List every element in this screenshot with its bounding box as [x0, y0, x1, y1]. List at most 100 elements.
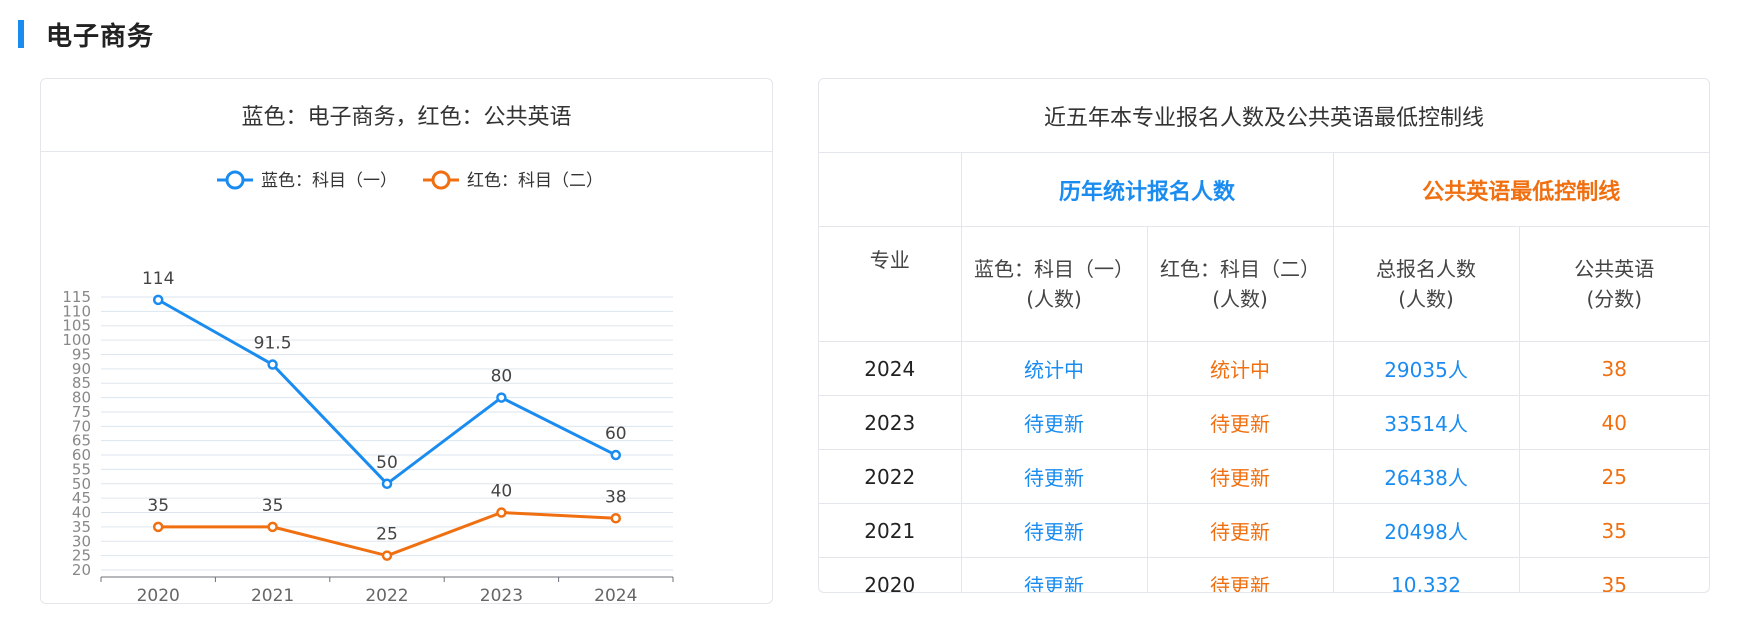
y-tick-label: 25	[72, 547, 91, 565]
line-chart: 2025303540455055606570758085909510010511…	[62, 170, 674, 603]
data-point	[610, 513, 622, 524]
cell-total: 20498人	[1332, 503, 1520, 558]
section-title: 电子商务	[18, 18, 155, 52]
data-label: 40	[491, 482, 513, 502]
sub-header-line1: 总报名人数	[1376, 257, 1477, 281]
y-tick-label: 70	[72, 417, 91, 435]
cell-score: 35	[1518, 557, 1709, 592]
sub-header-line2: (人数)	[1026, 287, 1082, 311]
sub-header-3: 总报名人数 (人数)	[1332, 226, 1520, 342]
table-card: 近五年本专业报名人数及公共英语最低控制线 历年统计报名人数 公共英语最低控制线 …	[818, 78, 1710, 593]
cell-year: 2021	[819, 503, 962, 558]
data-point	[496, 507, 507, 518]
table-row: 2021 待更新 待更新 20498人 35	[819, 503, 1709, 558]
table-row: 2023 待更新 待更新 33514人 40	[819, 395, 1709, 450]
data-label: 50	[376, 453, 398, 473]
data-point	[496, 392, 507, 403]
cell-score: 25	[1518, 449, 1709, 504]
y-tick-label: 105	[62, 317, 91, 335]
table-title: 近五年本专业报名人数及公共英语最低控制线	[819, 79, 1709, 153]
data-label: 35	[147, 496, 169, 516]
y-tick-label: 80	[72, 389, 91, 407]
cell-total: 26438人	[1332, 449, 1520, 504]
cell-score: 40	[1518, 395, 1709, 450]
cell-subject1: 待更新	[960, 395, 1148, 450]
data-point	[610, 449, 622, 461]
sub-header-0: 专业	[819, 226, 962, 342]
y-tick-label: 95	[72, 345, 91, 363]
data-point	[267, 359, 278, 370]
group-header-left: 历年统计报名人数	[960, 153, 1334, 227]
cell-year: 2022	[819, 449, 962, 504]
data-point	[381, 478, 393, 490]
sub-header-row: 专业 蓝色：科目（一） (人数) 红色：科目（二） (人数) 总报名人数 (人数) 公共英语 (…	[819, 226, 1709, 342]
data-label: 80	[491, 367, 513, 387]
y-tick-label: 100	[62, 331, 91, 349]
y-tick-label: 40	[72, 504, 91, 522]
legend-label: 红色：科目（二）	[467, 171, 603, 191]
cell-subject2: 待更新	[1146, 557, 1334, 592]
data-label: 25	[376, 525, 398, 545]
section-title-bar	[18, 20, 24, 48]
x-tick-label: 2021	[251, 586, 294, 603]
sub-header-4: 公共英语 (分数)	[1518, 226, 1709, 342]
cell-score: 38	[1518, 341, 1709, 396]
table-row: 2024 统计中 统计中 29035人 38	[819, 341, 1709, 396]
table-row: 2020 待更新 待更新 10,332 35	[819, 557, 1709, 592]
cell-subject1: 待更新	[960, 503, 1148, 558]
data-point	[152, 521, 164, 533]
y-tick-label: 85	[72, 374, 91, 392]
y-tick-label: 55	[72, 460, 91, 478]
y-tick-label: 20	[72, 561, 91, 579]
cell-total: 10,332	[1332, 557, 1520, 592]
section-title-text: 电子商务	[46, 21, 155, 52]
y-tick-label: 45	[72, 489, 91, 507]
sub-header-line1: 红色：科目（二）	[1160, 257, 1320, 281]
sub-header-line2: (分数)	[1586, 287, 1643, 311]
y-tick-label: 35	[72, 518, 91, 536]
sub-header-1: 蓝色：科目（一） (人数)	[960, 226, 1148, 342]
data-label: 91.5	[254, 334, 292, 354]
y-tick-label: 65	[72, 432, 91, 450]
sub-header-line1: 蓝色：科目（一）	[974, 257, 1134, 281]
cell-total: 29035人	[1332, 341, 1520, 396]
data-label: 38	[605, 487, 627, 507]
y-tick-label: 30	[72, 532, 91, 550]
group-header-empty	[819, 153, 962, 227]
cell-subject2: 待更新	[1146, 395, 1334, 450]
cell-subject2: 待更新	[1146, 503, 1334, 558]
group-header-row: 历年统计报名人数 公共英语最低控制线	[819, 153, 1709, 227]
cell-subject1: 待更新	[960, 449, 1148, 504]
cell-subject1: 待更新	[960, 557, 1148, 592]
sub-header-line2: (人数)	[1212, 287, 1268, 311]
data-label: 35	[262, 496, 284, 516]
group-header-right: 公共英语最低控制线	[1332, 153, 1709, 227]
sub-header-line1: 专业	[869, 248, 910, 272]
cell-subject1: 统计中	[960, 341, 1148, 396]
y-tick-label: 110	[62, 302, 91, 320]
cell-subject2: 统计中	[1146, 341, 1334, 396]
data-point	[267, 521, 278, 533]
x-tick-label: 2023	[480, 586, 523, 603]
table-row: 2022 待更新 待更新 26438人 25	[819, 449, 1709, 504]
y-tick-label: 115	[62, 288, 91, 306]
cell-subject2: 待更新	[1146, 449, 1334, 504]
cell-total: 33514人	[1332, 395, 1520, 450]
cell-score: 35	[1518, 503, 1709, 558]
data-point	[152, 294, 164, 306]
cell-year: 2020	[819, 557, 962, 592]
legend-marker	[225, 170, 245, 190]
y-tick-label: 60	[72, 446, 91, 464]
legend-label: 蓝色：科目（一）	[261, 171, 397, 191]
sub-header-line2: (人数)	[1398, 287, 1454, 311]
cell-year: 2023	[819, 395, 962, 450]
data-label: 114	[142, 269, 174, 289]
table-body: 2024 统计中 统计中 29035人 38 2023 待更新 待更新 33514人 40 2022…	[819, 341, 1709, 592]
x-tick-label: 2022	[365, 586, 408, 603]
data-label: 60	[605, 424, 627, 444]
x-tick-label: 2024	[594, 586, 637, 603]
legend-marker	[431, 170, 451, 190]
chart-header: 蓝色：电子商务，红色：公共英语	[41, 79, 772, 152]
y-tick-label: 75	[72, 403, 91, 421]
stats-table: 历年统计报名人数 公共英语最低控制线 专业 蓝色：科目（一） (人数) 红色：科目（二…	[819, 153, 1709, 592]
